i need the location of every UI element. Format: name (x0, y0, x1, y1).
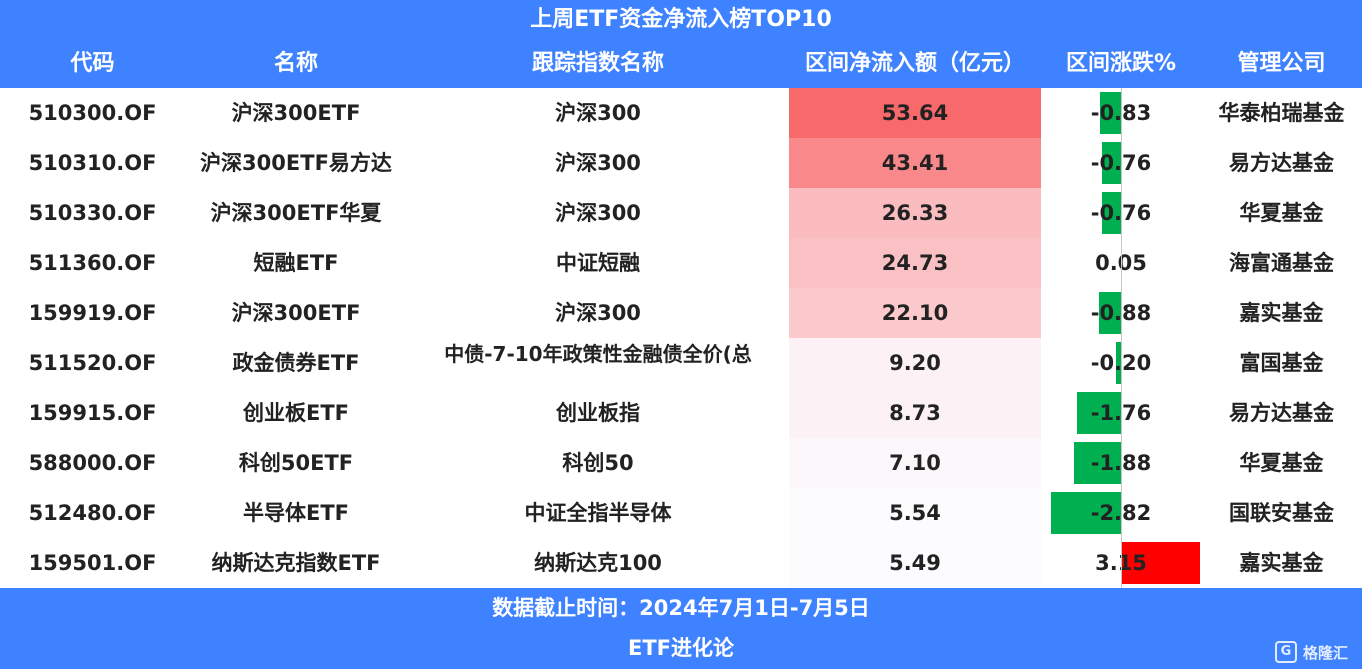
cell-code: 511360.OF (28, 251, 157, 275)
cell-name: 政金债券ETF (232, 351, 360, 375)
flow-heat-cell (789, 188, 1041, 238)
flow-heat-cell (789, 388, 1041, 438)
cell-index: 科创50 (562, 451, 634, 475)
table-row[interactable]: 159915.OF 创业板ETF 创业板指 8.73 -1.76 易方达基金 (0, 388, 1362, 438)
cell-flow: 5.49 (889, 551, 941, 575)
cell-flow: 7.10 (889, 451, 941, 475)
cell-flow: 9.20 (889, 351, 941, 375)
change-bar-negative (1116, 342, 1121, 384)
cell-flow: 8.73 (889, 401, 941, 425)
change-bar-negative (1074, 442, 1121, 484)
table-row[interactable]: 510330.OF 沪深300ETF华夏 沪深300 26.33 -0.76 华夏基金 (0, 188, 1362, 238)
cell-company: 易方达基金 (1229, 401, 1334, 425)
cell-company: 嘉实基金 (1239, 301, 1324, 325)
table-row[interactable]: 511520.OF 政金债券ETF 中债-7-10年政策性金融债全价(总 9.20 -0… (0, 338, 1362, 388)
cell-code: 510330.OF (28, 201, 157, 225)
cell-index: 中证短融 (556, 251, 640, 275)
cell-chg: 0.05 (1095, 251, 1147, 275)
flow-heat-cell (789, 438, 1041, 488)
table-row[interactable]: 511360.OF 短融ETF 中证短融 24.73 0.05 海富通基金 (0, 238, 1362, 288)
cell-code: 159919.OF (28, 301, 157, 325)
table-body: 510300.OF 沪深300ETF 沪深300 53.64 -0.83 华泰柏瑞基金 51… (0, 88, 1362, 588)
cell-name: 半导体ETF (242, 501, 349, 525)
cell-name: 沪深300ETF (231, 101, 361, 125)
cell-index: 中债-7-10年政策性金融债全价(总 (444, 342, 752, 366)
flow-heat-cell (789, 338, 1041, 388)
cell-index: 中证全指半导体 (524, 501, 672, 525)
source-label: ETF进化论 (0, 628, 1362, 669)
header-index[interactable]: 跟踪指数名称 (531, 51, 664, 76)
cell-name: 科创50ETF (238, 451, 354, 475)
cell-index: 沪深300 (555, 301, 641, 325)
cell-code: 510300.OF (28, 101, 157, 125)
change-bar-positive (1121, 542, 1200, 584)
flow-heat-cell (789, 138, 1041, 188)
cell-code: 588000.OF (28, 451, 157, 475)
cell-flow: 26.33 (881, 201, 949, 225)
watermark-logo: G 格隆汇 (1274, 640, 1348, 664)
watermark-text: 格隆汇 (1302, 643, 1348, 662)
header-name[interactable]: 名称 (273, 51, 318, 76)
cell-name: 创业板ETF (242, 401, 349, 425)
cell-index: 沪深300 (555, 151, 641, 175)
header-company[interactable]: 管理公司 (1237, 51, 1326, 76)
flow-heat-cell (789, 238, 1041, 288)
table-row[interactable]: 159501.OF 纳斯达克指数ETF 纳斯达克100 5.49 3.15 嘉实基金 (0, 538, 1362, 588)
cell-company: 易方达基金 (1229, 151, 1334, 175)
cell-company: 海富通基金 (1229, 251, 1334, 275)
cell-index: 沪深300 (555, 101, 641, 125)
change-bar-negative (1099, 292, 1121, 334)
change-zero-axis (1121, 88, 1122, 588)
logo-icon: G (1274, 641, 1297, 663)
cell-name: 沪深300ETF易方达 (200, 151, 392, 175)
header-code[interactable]: 代码 (70, 51, 115, 76)
cell-name: 沪深300ETF (231, 301, 361, 325)
change-bar-negative (1050, 492, 1121, 534)
cell-flow: 22.10 (881, 301, 949, 325)
cell-company: 富国基金 (1239, 351, 1324, 375)
change-bar-negative (1077, 392, 1121, 434)
table-row[interactable]: 512480.OF 半导体ETF 中证全指半导体 5.54 -2.82 国联安基金 (0, 488, 1362, 538)
cell-flow: 5.54 (889, 501, 941, 525)
change-bar-negative (1102, 142, 1121, 184)
table-header: 代码 名称 跟踪指数名称 区间净流入额（亿元） 区间涨跌% 管理公司 (0, 40, 1362, 88)
table-row[interactable]: 510310.OF 沪深300ETF易方达 沪深300 43.41 -0.76 易方达基金 (0, 138, 1362, 188)
cell-code: 511520.OF (28, 351, 157, 375)
table-row[interactable]: 159919.OF 沪深300ETF 沪深300 22.10 -0.88 嘉实基金 (0, 288, 1362, 338)
table-row[interactable]: 510300.OF 沪深300ETF 沪深300 53.64 -0.83 华泰柏瑞基金 (0, 88, 1362, 138)
header-flow[interactable]: 区间净流入额（亿元） (804, 51, 1025, 76)
cell-code: 510310.OF (28, 151, 157, 175)
header-change[interactable]: 区间涨跌% (1065, 51, 1177, 76)
cell-company: 华夏基金 (1239, 451, 1324, 475)
cell-name: 短融ETF (253, 251, 339, 275)
cell-name: 纳斯达克指数ETF (211, 551, 381, 575)
flow-heat-cell (789, 288, 1041, 338)
table-title: 上周ETF资金净流入榜TOP10 (0, 0, 1362, 40)
cell-chg: 3.15 (1095, 551, 1147, 575)
cell-code: 159501.OF (28, 551, 157, 575)
table-row[interactable]: 588000.OF 科创50ETF 科创50 7.10 -1.88 华夏基金 (0, 438, 1362, 488)
flow-heat-cell (789, 88, 1041, 138)
change-bar-negative (1102, 192, 1121, 234)
change-bar-negative (1100, 92, 1121, 134)
date-note: 数据截止时间：2024年7月1日-7月5日 (0, 588, 1362, 628)
cell-index: 纳斯达克100 (534, 551, 662, 575)
cell-flow: 24.73 (881, 251, 949, 275)
cell-flow: 53.64 (881, 101, 949, 125)
cell-company: 华夏基金 (1239, 201, 1324, 225)
flow-heat-cell (789, 538, 1041, 588)
cell-code: 512480.OF (28, 501, 157, 525)
cell-index: 沪深300 (555, 201, 641, 225)
cell-company: 嘉实基金 (1239, 551, 1324, 575)
cell-company: 华泰柏瑞基金 (1218, 101, 1345, 125)
cell-index: 创业板指 (556, 401, 640, 425)
flow-heat-cell (789, 488, 1041, 538)
cell-name: 沪深300ETF华夏 (210, 201, 382, 225)
cell-company: 国联安基金 (1229, 501, 1334, 525)
cell-flow: 43.41 (881, 151, 949, 175)
cell-code: 159915.OF (28, 401, 157, 425)
